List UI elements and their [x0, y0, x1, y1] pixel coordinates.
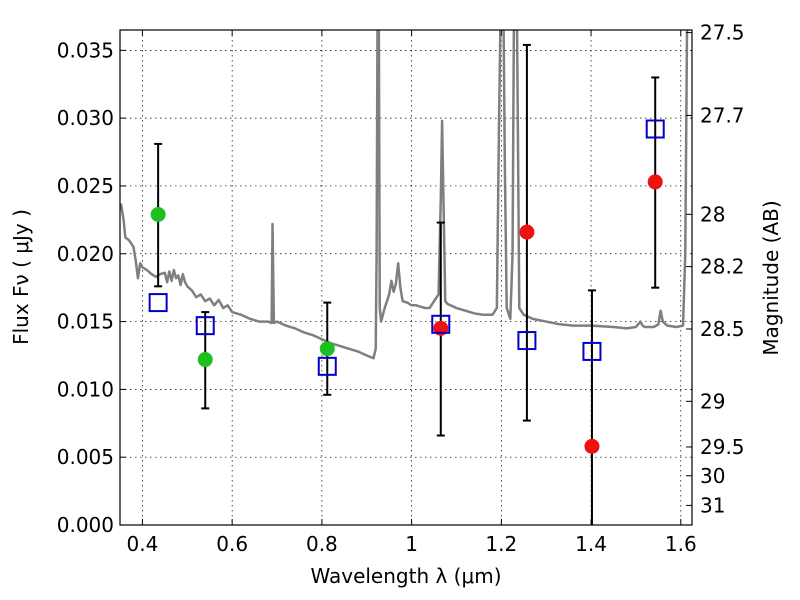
x-tick-label: 1.6	[665, 532, 697, 556]
y-axis-label: Flux Fν ( μJy )	[9, 209, 33, 345]
x-tick-label: 1	[405, 532, 418, 556]
blue-square-marker	[195, 316, 215, 336]
right-tick-label: 29	[700, 389, 725, 413]
blue-square-marker	[148, 293, 168, 313]
red-circle-marker	[647, 174, 663, 190]
y-tick-label: 0.035	[57, 38, 114, 62]
red-circle-marker	[584, 438, 600, 454]
right-tick-labels: 27.5 27.7 28 28.2 28.5 29 29.5 30 31	[700, 21, 745, 518]
green-circle-marker	[150, 206, 166, 222]
right-tick-label: 28	[700, 202, 725, 226]
right-tick-label: 27.5	[700, 21, 745, 45]
right-axis-label: Magnitude (AB)	[759, 200, 783, 355]
blue-square-marker	[582, 341, 602, 361]
right-tick-label: 30	[700, 464, 725, 488]
y-tick-label: 0.025	[57, 174, 114, 198]
x-tick-label: 1.2	[485, 532, 517, 556]
marker-layer	[148, 119, 665, 454]
right-tick-label: 28.2	[700, 255, 745, 279]
blue-square-marker	[317, 356, 337, 376]
y-tick-label: 0.010	[57, 377, 114, 401]
plot-frame	[119, 29, 693, 526]
template-spectrum-line	[120, 30, 689, 360]
blue-square-marker	[431, 314, 451, 334]
y-tick-labels: 0.000 0.005 0.010 0.015 0.020 0.025 0.030 0.035	[57, 38, 114, 537]
y-tick-label: 0.020	[57, 242, 114, 266]
y-tick-label: 0.030	[57, 106, 114, 130]
template-spectrum-layer	[120, 30, 689, 360]
x-tick-label: 0.8	[306, 532, 338, 556]
x-tick-labels: 0.4 0.6 0.8 1 1.2 1.4 1.6	[127, 532, 697, 556]
x-axis-label: Wavelength λ (μm)	[310, 564, 501, 588]
blue-square-marker	[517, 331, 537, 351]
green-circle-marker	[197, 352, 213, 368]
y-tick-label: 0.000	[57, 513, 114, 537]
x-tick-label: 0.4	[127, 532, 159, 556]
x-tick-label: 0.6	[216, 532, 248, 556]
right-tick-label: 28.5	[700, 317, 745, 341]
right-tick-label: 27.7	[700, 103, 745, 127]
right-tick-label: 29.5	[700, 435, 745, 459]
red-circle-marker	[519, 224, 535, 240]
axis-ticks	[120, 30, 692, 526]
grid-lines	[120, 30, 692, 526]
plot-background	[120, 30, 692, 525]
green-circle-marker	[319, 341, 335, 357]
y-tick-label: 0.005	[57, 445, 114, 469]
x-tick-label: 1.4	[575, 532, 607, 556]
blue-square-marker	[645, 119, 665, 139]
y-tick-label: 0.015	[57, 310, 114, 334]
right-tick-label: 31	[700, 493, 725, 517]
